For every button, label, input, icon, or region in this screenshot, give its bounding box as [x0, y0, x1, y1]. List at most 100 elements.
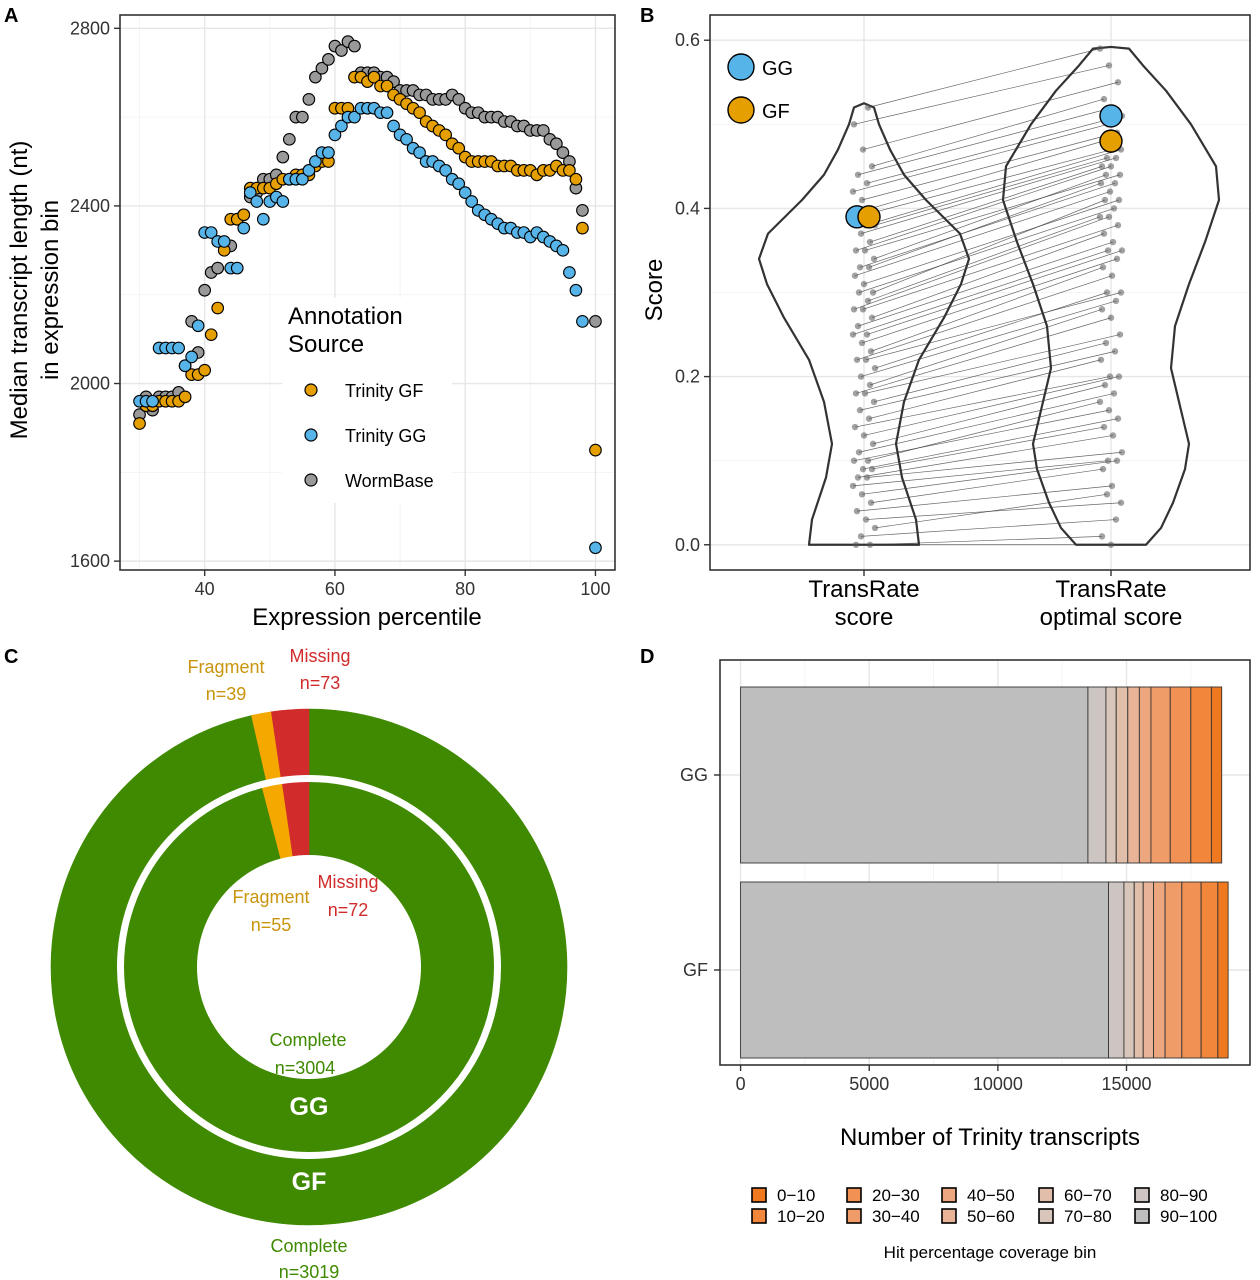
- legend-key: [751, 1208, 767, 1224]
- panel-d-legend-title: Hit percentage coverage bin: [884, 1243, 1097, 1262]
- score-point: [858, 196, 866, 204]
- paired-line: [870, 140, 1104, 209]
- data-point-trinity-gg: [556, 243, 570, 257]
- optimal-score-point: [1100, 423, 1108, 431]
- panel-b-frame: [709, 14, 1251, 571]
- donut-hole: [197, 855, 421, 1079]
- ring-separator: [117, 775, 501, 1159]
- optimal-score-point: [1104, 457, 1112, 464]
- bar-segment-gf: [1108, 881, 1125, 1059]
- paired-line: [856, 275, 1113, 361]
- legend-label: 90−100: [1160, 1207, 1217, 1226]
- bar-segment-gg: [1190, 686, 1212, 864]
- score-point: [852, 390, 860, 397]
- data-point-trinity-gg: [302, 164, 316, 177]
- data-point-trinity-gg: [185, 350, 198, 364]
- score-point: [857, 533, 865, 540]
- panel-a-x-axis-label: Expression percentile: [252, 604, 481, 631]
- score-point: [865, 415, 873, 422]
- optimal-score-point: [1111, 179, 1119, 187]
- gg-fragment-count: n=55: [251, 915, 292, 935]
- data-point-trinity-gg: [296, 172, 309, 186]
- optimal-score-point: [1111, 348, 1119, 355]
- data-point-wormbase: [550, 137, 563, 151]
- data-point-wormbase: [276, 150, 290, 164]
- optimal-score-point: [1098, 163, 1106, 170]
- score-point: [861, 390, 869, 397]
- data-point-trinity-gg: [335, 119, 348, 133]
- paired-line: [864, 334, 1121, 394]
- legend-label-wormbase: WormBase: [345, 471, 434, 491]
- paired-line: [852, 460, 1109, 487]
- data-point-wormbase: [198, 283, 212, 297]
- data-point-trinity-gf: [367, 70, 381, 84]
- data-point-trinity-gg: [204, 226, 218, 239]
- optimal-score-point: [1103, 289, 1111, 296]
- score-point: [866, 238, 874, 246]
- paired-line: [873, 174, 1107, 260]
- data-point-wormbase: [302, 93, 316, 106]
- paired-line: [871, 426, 1105, 470]
- optimal-score-point: [1105, 407, 1113, 414]
- score-point: [852, 541, 860, 548]
- y-tick-label: 0.4: [675, 198, 700, 218]
- optimal-score-point: [1107, 163, 1115, 170]
- bar-segment-gf: [740, 881, 1109, 1059]
- data-point-trinity-gg: [387, 119, 400, 133]
- data-point-trinity-gf: [211, 301, 225, 315]
- data-point-wormbase: [537, 124, 550, 137]
- data-point-trinity-gg: [452, 177, 466, 191]
- score-point: [861, 247, 869, 254]
- data-point-trinity-gg: [328, 128, 342, 142]
- x-tick-label: 60: [325, 579, 345, 599]
- score-point: [858, 491, 866, 498]
- score-point: [867, 499, 875, 506]
- data-point-trinity-gg: [589, 541, 602, 555]
- optimal-score-point: [1096, 45, 1104, 52]
- paired-line: [856, 149, 1113, 218]
- x-tick-label: 5000: [849, 1074, 889, 1094]
- data-point-wormbase: [309, 70, 322, 84]
- legend-key: [941, 1187, 957, 1203]
- paired-line: [865, 292, 1122, 361]
- data-point-trinity-gf: [380, 79, 394, 93]
- score-point: [850, 457, 858, 464]
- bar-segment-gg: [1127, 686, 1140, 864]
- score-point: [864, 104, 872, 111]
- paired-line: [855, 317, 1112, 394]
- paired-line: [872, 199, 1106, 293]
- y-tick-label: 1600: [70, 551, 110, 571]
- data-point-trinity-gg: [348, 110, 361, 124]
- score-point: [852, 247, 860, 254]
- bar-segment-gg: [1150, 686, 1171, 864]
- paired-line: [869, 308, 1103, 386]
- data-point-trinity-gg: [322, 146, 335, 159]
- paired-line: [862, 224, 1119, 310]
- gg-complete-count: n=3004: [275, 1058, 336, 1078]
- optimal-score-point: [1101, 381, 1109, 389]
- paired-line: [860, 300, 1117, 377]
- legend-key: [1038, 1187, 1054, 1203]
- optimal-score-point: [1114, 222, 1122, 229]
- paired-line: [859, 182, 1116, 268]
- paired-line: [868, 182, 1102, 268]
- bar-segment-gg: [740, 686, 1089, 864]
- data-point-trinity-gf: [439, 128, 453, 142]
- score-point: [868, 163, 876, 170]
- optimal-score-point: [1099, 264, 1107, 271]
- optimal-score-point: [1107, 314, 1115, 321]
- gf-fragment-label: Fragment: [187, 657, 264, 677]
- legend-label-gg: GG: [762, 58, 793, 80]
- legend-label: 30−40: [872, 1207, 920, 1226]
- paired-line: [865, 149, 1122, 226]
- paired-line: [867, 216, 1101, 302]
- score-point: [871, 524, 879, 532]
- panel-a-legend-title-line1: Annotation: [288, 303, 403, 330]
- score-point: [854, 171, 862, 178]
- y-tick-label: 0.6: [675, 30, 700, 50]
- paired-line: [858, 393, 1115, 453]
- optimal-score-point: [1103, 491, 1111, 498]
- legend-label: 10−20: [777, 1207, 825, 1226]
- score-point: [869, 440, 877, 448]
